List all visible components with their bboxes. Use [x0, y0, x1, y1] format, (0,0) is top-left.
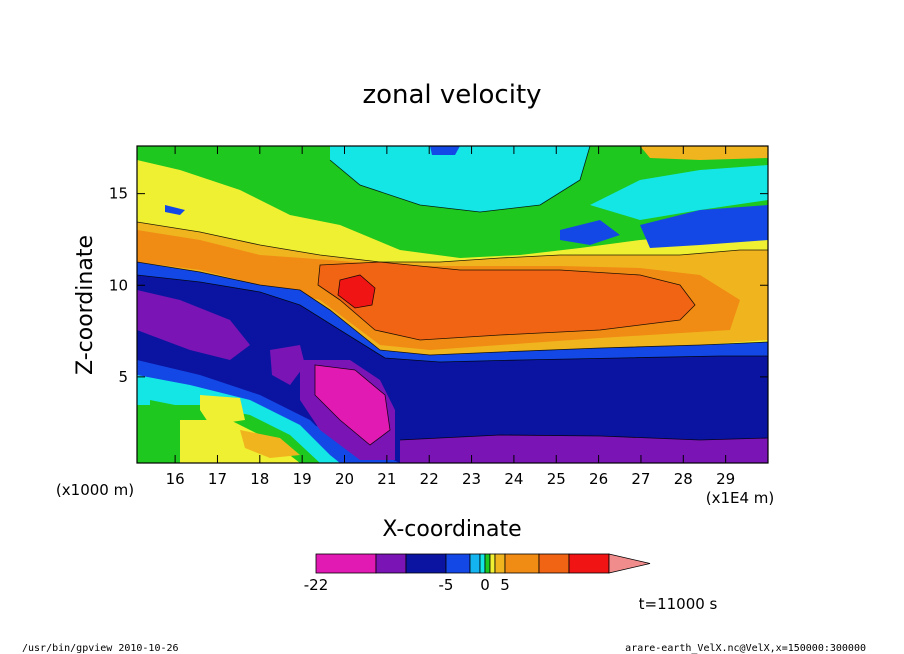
- colorbar-segment: [504, 553, 540, 574]
- colorbar-segment: [568, 553, 610, 574]
- colorbar-segment: [315, 553, 377, 574]
- colorbar-segment: [405, 553, 447, 574]
- x-tick-label: 19: [293, 470, 312, 488]
- y-axis-label: Z-coordinate: [73, 235, 98, 375]
- y-tick-label: 15: [109, 185, 128, 203]
- contour-field: [137, 146, 768, 463]
- x-tick-label: 22: [420, 470, 439, 488]
- time-label: t=11000 s: [639, 595, 718, 613]
- colorbar-label: 5: [500, 576, 510, 594]
- x-tick-label: 28: [674, 470, 693, 488]
- x-scale-note: (x1E4 m): [706, 489, 775, 507]
- colorbar-segment: [538, 553, 570, 574]
- colorbar: -22 -5 0 5: [304, 553, 651, 594]
- y-tick-label: 10: [109, 276, 128, 294]
- y-tick-label: 5: [118, 368, 128, 386]
- colorbar-segment: [469, 553, 481, 574]
- y-scale-note: (x1000 m): [56, 481, 134, 499]
- colorbar-segment: [445, 553, 471, 574]
- plot-frame: [136, 145, 769, 464]
- x-tick-label: 21: [377, 470, 396, 488]
- colorbar-segment: [479, 553, 486, 574]
- x-tick-label: 20: [335, 470, 354, 488]
- colorbar-label: 0: [480, 576, 490, 594]
- x-tick-label: 24: [504, 470, 523, 488]
- colorbar-arrow: [608, 553, 651, 574]
- x-axis: 16 17 18 19 20 21 22 23 24 25 26 27 28 29: [166, 146, 735, 488]
- x-tick-label: 29: [716, 470, 735, 488]
- colorbar-label: -22: [304, 576, 329, 594]
- footer-left: /usr/bin/gpview 2010-10-26: [22, 643, 179, 654]
- chart-title: zonal velocity: [362, 80, 541, 110]
- x-axis-label: X-coordinate: [382, 517, 521, 542]
- x-tick-label: 25: [547, 470, 566, 488]
- footer-right: arare-earth_VelX.nc@VelX,x=150000:300000: [625, 643, 866, 654]
- x-tick-label: 23: [462, 470, 481, 488]
- x-tick-label: 18: [250, 470, 269, 488]
- x-tick-label: 17: [208, 470, 227, 488]
- x-tick-label: 16: [166, 470, 185, 488]
- colorbar-segment: [484, 553, 491, 574]
- colorbar-segment: [489, 553, 496, 574]
- colorbar-segment: [494, 553, 506, 574]
- colorbar-label: -5: [439, 576, 454, 594]
- x-tick-label: 27: [631, 470, 650, 488]
- x-tick-label: 26: [589, 470, 608, 488]
- y-axis: 5 10 15: [109, 185, 768, 386]
- colorbar-segment: [375, 553, 407, 574]
